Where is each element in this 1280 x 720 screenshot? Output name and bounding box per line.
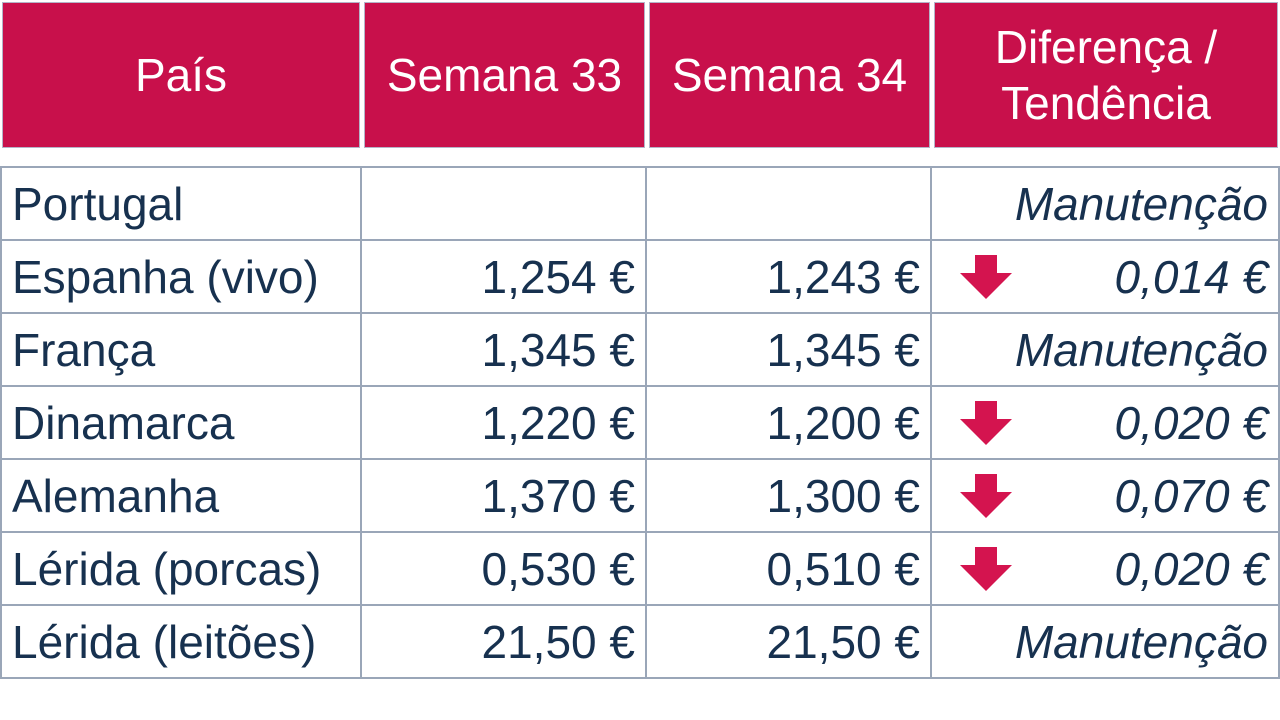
week33-cell: 21,50 €	[362, 606, 647, 677]
week33-cell-text: 1,254 €	[481, 250, 635, 303]
week34-cell: 0,510 €	[647, 533, 932, 604]
table-row: Lérida (porcas) 0,530 € 0,510 € 0,020 €	[0, 533, 1280, 606]
week33-cell-text: 1,220 €	[481, 396, 635, 449]
week34-cell: 1,300 €	[647, 460, 932, 531]
trend-cell: 0,014 €	[932, 241, 1280, 312]
country-cell-text: Alemanha	[12, 469, 220, 522]
country-cell: Alemanha	[0, 460, 362, 531]
country-cell: Portugal	[0, 168, 362, 239]
country-cell-text: França	[12, 323, 156, 376]
header-week33: Semana 33	[362, 0, 647, 150]
down-arrow-icon	[960, 546, 1012, 591]
down-arrow-icon	[960, 473, 1012, 518]
week33-cell: 1,220 €	[362, 387, 647, 458]
trend-cell-text: 0,020 €	[1114, 396, 1268, 449]
country-cell-text: Lérida (leitões)	[12, 615, 317, 668]
country-cell: Dinamarca	[0, 387, 362, 458]
table-row: França 1,345 € 1,345 € Manutenção	[0, 314, 1280, 387]
week33-cell	[362, 168, 647, 239]
country-cell: Lérida (porcas)	[0, 533, 362, 604]
week33-cell: 1,370 €	[362, 460, 647, 531]
header-week34-label: Semana 34	[671, 49, 908, 101]
table-row: Espanha (vivo) 1,254 € 1,243 € 0,014 €	[0, 241, 1280, 314]
down-arrow-icon	[960, 254, 1012, 299]
country-cell-text: Dinamarca	[12, 396, 235, 449]
week34-cell-text: 0,510 €	[766, 542, 920, 595]
country-cell-text: Lérida (porcas)	[12, 542, 322, 595]
week34-cell-text: 1,200 €	[766, 396, 920, 449]
header-difference: Diferença / Tendência	[932, 0, 1280, 150]
week33-cell-text: 1,370 €	[481, 469, 635, 522]
trend-cell-text: 0,014 €	[1114, 250, 1268, 303]
trend-cell: Manutenção	[932, 314, 1280, 385]
trend-cell-text: Manutenção	[1014, 323, 1268, 376]
header-country: País	[0, 0, 362, 150]
week34-cell: 1,200 €	[647, 387, 932, 458]
table-row: Dinamarca 1,220 € 1,200 € 0,020 €	[0, 387, 1280, 460]
country-cell: Lérida (leitões)	[0, 606, 362, 677]
week34-cell-text: 21,50 €	[766, 615, 920, 668]
trend-cell-text: Manutenção	[1014, 615, 1268, 668]
week34-cell: 1,243 €	[647, 241, 932, 312]
trend-cell-text: 0,070 €	[1114, 469, 1268, 522]
country-cell-text: Portugal	[12, 177, 184, 230]
header-difference-line2: Tendência	[1001, 77, 1211, 129]
trend-cell: 0,020 €	[932, 387, 1280, 458]
week34-cell: 21,50 €	[647, 606, 932, 677]
header-difference-label: Diferença / Tendência	[995, 19, 1217, 131]
trend-cell: 0,020 €	[932, 533, 1280, 604]
week34-cell-text: 1,243 €	[766, 250, 920, 303]
trend-cell: Manutenção	[932, 168, 1280, 239]
trend-cell: Manutenção	[932, 606, 1280, 677]
table-header: País Semana 33 Semana 34 Diferença / Ten…	[0, 0, 1280, 150]
week33-cell-text: 21,50 €	[481, 615, 635, 668]
table-row: Alemanha 1,370 € 1,300 € 0,070 €	[0, 460, 1280, 533]
week34-cell-text: 1,300 €	[766, 469, 920, 522]
trend-cell-text: Manutenção	[1014, 177, 1268, 230]
week33-cell-text: 0,530 €	[481, 542, 635, 595]
table-row: Portugal Manutenção	[0, 168, 1280, 241]
country-cell-text: Espanha (vivo)	[12, 250, 319, 303]
country-cell: Espanha (vivo)	[0, 241, 362, 312]
table-row: Lérida (leitões) 21,50 € 21,50 € Manutenção	[0, 606, 1280, 679]
week33-cell-text: 1,345 €	[481, 323, 635, 376]
trend-cell: 0,070 €	[932, 460, 1280, 531]
week33-cell: 1,345 €	[362, 314, 647, 385]
table-body: Portugal Manutenção Espanha (vivo) 1,254 € 1…	[0, 166, 1280, 679]
header-week33-label: Semana 33	[386, 49, 623, 101]
header-country-label: País	[134, 49, 228, 101]
week34-cell	[647, 168, 932, 239]
trend-cell-text: 0,020 €	[1114, 542, 1268, 595]
week33-cell: 0,530 €	[362, 533, 647, 604]
down-arrow-icon	[960, 400, 1012, 445]
country-cell: França	[0, 314, 362, 385]
week34-cell: 1,345 €	[647, 314, 932, 385]
header-week34: Semana 34	[647, 0, 932, 150]
week34-cell-text: 1,345 €	[766, 323, 920, 376]
header-difference-line1: Diferença /	[994, 21, 1218, 73]
week33-cell: 1,254 €	[362, 241, 647, 312]
